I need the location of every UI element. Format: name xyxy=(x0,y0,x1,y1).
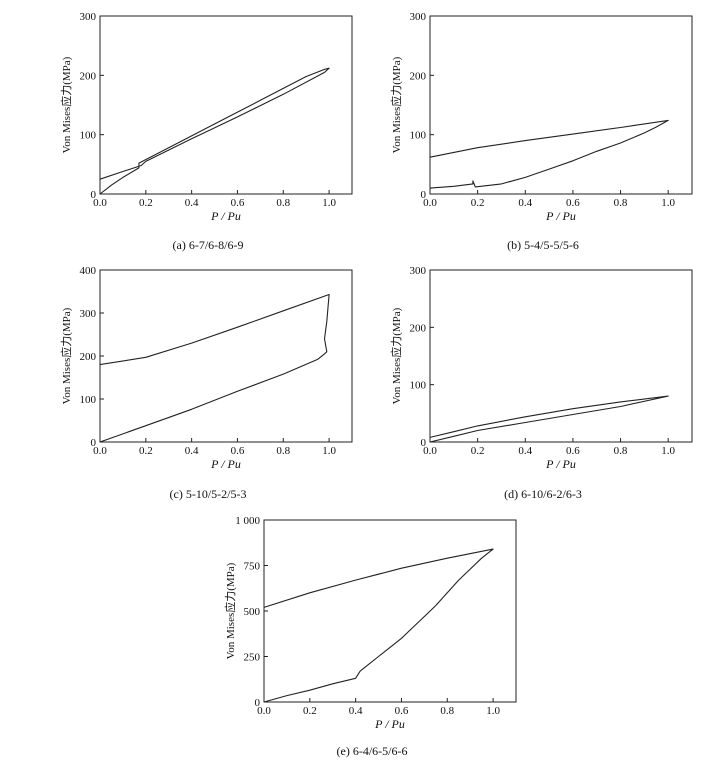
y-tick-label: 0 xyxy=(255,697,261,709)
x-axis-label: P / Pu xyxy=(374,717,405,731)
x-axis-label: P / Pu xyxy=(210,457,241,471)
y-axis-label: Von Mises应力(MPa) xyxy=(59,56,73,153)
chart-panel-d: 0.0 0.2 0.4 0.6 0.8 1.0 0 100 200 300 P / Pu Von Mi… xyxy=(388,262,698,506)
x-tick-label: 0.2 xyxy=(471,445,485,457)
x-tick-label: 0.4 xyxy=(349,705,363,717)
y-tick-label: 0 xyxy=(91,437,97,449)
chart-svg-c: 0.0 0.2 0.4 0.6 0.8 1.0 0 100 200 300 400 P / Pu Von… xyxy=(59,265,353,471)
y-axis-label: Von Mises应力(MPa) xyxy=(389,56,403,153)
y-tick-label: 300 xyxy=(80,11,97,23)
chart-svg-a: 0.0 0.2 0.4 0.6 0.8 1.0 0 100 200 300 P / Pu Von Mi… xyxy=(59,11,353,223)
y-tick-label: 400 xyxy=(80,265,97,277)
y-tick-label: 750 xyxy=(244,561,261,573)
x-tick-label: 0.8 xyxy=(276,197,290,209)
series-line-1 xyxy=(429,395,669,443)
x-tick-label: 0.2 xyxy=(139,197,153,209)
y-tick-label: 300 xyxy=(410,11,427,23)
plot-frame xyxy=(429,269,693,443)
plot-frame xyxy=(99,269,353,443)
plot-frame xyxy=(263,519,517,703)
y-axis-label: Von Mises应力(MPa) xyxy=(389,307,403,404)
x-tick-label: 1.0 xyxy=(322,197,336,209)
x-tick-label: 1.0 xyxy=(322,445,336,457)
series-line-1 xyxy=(99,67,330,195)
x-tick-label: 1.0 xyxy=(486,705,500,717)
chart-svg-b: 0.0 0.2 0.4 0.6 0.8 1.0 0 100 200 300 P / Pu Von Mi… xyxy=(389,11,693,223)
x-tick-label: 0.2 xyxy=(471,197,485,209)
y-tick-label: 100 xyxy=(80,394,97,406)
y-tick-label: 0 xyxy=(421,189,427,201)
series-line-1 xyxy=(99,293,330,443)
x-axis-label: P / Pu xyxy=(545,457,576,471)
x-tick-label: 1.0 xyxy=(661,445,675,457)
chart-svg-d: 0.0 0.2 0.4 0.6 0.8 1.0 0 100 200 300 P / Pu Von Mi… xyxy=(389,265,693,471)
y-tick-label: 1 000 xyxy=(235,515,260,527)
y-tick-label: 0 xyxy=(91,189,97,201)
chart-svg-e: 0.0 0.2 0.4 0.6 0.8 1.0 0 250 500 750 1 000 P / Pu V… xyxy=(223,515,517,731)
plot-frame xyxy=(99,15,353,195)
x-tick-label: 0.0 xyxy=(93,197,107,209)
x-tick-label: 0.8 xyxy=(440,705,454,717)
x-tick-label: 1.0 xyxy=(661,197,675,209)
x-tick-label: 0.6 xyxy=(566,445,580,457)
x-tick-label: 0.0 xyxy=(93,445,107,457)
y-tick-label: 200 xyxy=(80,70,97,82)
chart-caption: (c) 5-10/5-2/5-3 xyxy=(169,487,247,501)
chart-panel-c: 0.0 0.2 0.4 0.6 0.8 1.0 0 100 200 300 400 P / Pu Von… xyxy=(58,262,358,506)
x-tick-label: 0.6 xyxy=(395,705,409,717)
y-tick-label: 300 xyxy=(80,308,97,320)
series-line-1 xyxy=(263,548,494,703)
y-tick-label: 0 xyxy=(421,437,427,449)
x-axis-label: P / Pu xyxy=(545,209,576,223)
chart-caption: (e) 6-4/6-5/6-6 xyxy=(336,744,408,758)
x-tick-label: 0.2 xyxy=(303,705,317,717)
x-tick-label: 0.4 xyxy=(185,445,199,457)
y-axis-label: Von Mises应力(MPa) xyxy=(223,562,237,659)
plot-frame xyxy=(429,15,693,195)
y-tick-label: 200 xyxy=(410,70,427,82)
x-axis-label: P / Pu xyxy=(210,209,241,223)
x-tick-label: 0.6 xyxy=(231,197,245,209)
y-tick-label: 200 xyxy=(80,351,97,363)
y-tick-label: 250 xyxy=(244,652,261,664)
x-tick-label: 0.0 xyxy=(423,445,437,457)
x-tick-label: 0.6 xyxy=(566,197,580,209)
y-axis-label: Von Mises应力(MPa) xyxy=(59,307,73,404)
x-tick-label: 0.2 xyxy=(139,445,153,457)
x-tick-label: 0.8 xyxy=(614,197,628,209)
y-tick-label: 500 xyxy=(244,606,261,618)
x-tick-label: 0.4 xyxy=(518,445,532,457)
x-tick-label: 0.4 xyxy=(518,197,532,209)
chart-caption: (b) 5-4/5-5/5-6 xyxy=(507,238,579,252)
x-tick-label: 0.8 xyxy=(614,445,628,457)
chart-caption: (a) 6-7/6-8/6-9 xyxy=(172,238,244,252)
y-tick-label: 200 xyxy=(410,322,427,334)
x-tick-label: 0.0 xyxy=(423,197,437,209)
chart-panel-b: 0.0 0.2 0.4 0.6 0.8 1.0 0 100 200 300 P / Pu Von Mi… xyxy=(388,8,698,258)
series-line-1 xyxy=(429,119,669,189)
y-tick-label: 100 xyxy=(410,380,427,392)
x-tick-label: 0.4 xyxy=(185,197,199,209)
x-tick-label: 0.0 xyxy=(257,705,271,717)
chart-panel-e: 0.0 0.2 0.4 0.6 0.8 1.0 0 250 500 750 1 000 P / Pu V… xyxy=(222,512,522,769)
x-tick-label: 0.8 xyxy=(276,445,290,457)
x-tick-label: 0.6 xyxy=(231,445,245,457)
chart-panel-a: 0.0 0.2 0.4 0.6 0.8 1.0 0 100 200 300 P / Pu Von Mi… xyxy=(58,8,358,258)
y-tick-label: 300 xyxy=(410,265,427,277)
chart-caption: (d) 6-10/6-2/6-3 xyxy=(504,487,582,501)
y-tick-label: 100 xyxy=(410,130,427,142)
y-tick-label: 100 xyxy=(80,130,97,142)
